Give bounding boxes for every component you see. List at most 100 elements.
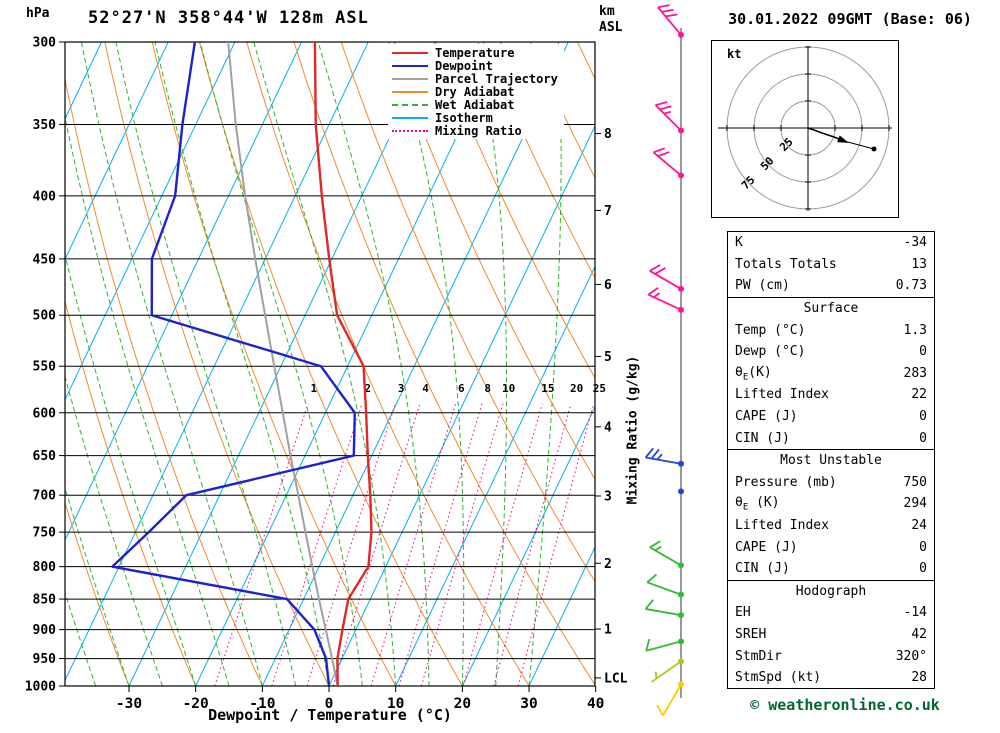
stats-section-title: Hodograph <box>795 583 867 599</box>
stats-label: CIN (J) <box>735 561 790 577</box>
storm-motion-marker <box>871 146 877 152</box>
hodograph-panel: 25 50 75 <box>711 40 899 218</box>
wind-barb-staff <box>662 683 682 717</box>
skewt-plot: 1 2 3 4 6 8 10 15 20 2530035040045050055060065070… <box>25 4 684 717</box>
wind-barb-base <box>678 488 684 495</box>
stats-label: PW (cm) <box>735 278 790 294</box>
temperature-curve <box>313 42 373 686</box>
pressure-tick-label: 500 <box>33 309 57 324</box>
mixing-ratio-value-label: 10 <box>502 382 515 395</box>
km-tick-label: 6 <box>604 278 612 293</box>
stats-value: 13 <box>911 256 927 272</box>
stats-label: Lifted Index <box>735 518 829 534</box>
stats-label: StmSpd (kt) <box>735 670 822 686</box>
legend-item: Parcel Trajectory <box>392 71 558 86</box>
stats-label: Temp (°C) <box>735 322 806 338</box>
legend-label: Dewpoint <box>435 58 493 73</box>
mixing-ratio-value-label: 4 <box>422 382 429 395</box>
legend-label: Mixing Ratio <box>435 123 522 138</box>
mixing-ratio-value-label: 8 <box>484 382 491 395</box>
legend-line-swatch <box>392 116 428 119</box>
stats-section: Most Unstable Pressure (mb) 750 θE (K) 294 Li… <box>728 448 934 580</box>
datetime-title: 30.01.2022 09GMT (Base: 06) <box>728 10 972 28</box>
legend-line-swatch <box>392 77 428 80</box>
temp-tick-label: 40 <box>587 696 604 712</box>
stats-label: θE (K) <box>735 495 780 513</box>
plot-border <box>64 41 596 687</box>
wind-barb-staff <box>645 456 682 465</box>
legend-label: Dry Adiabat <box>435 84 515 99</box>
legend-label: Parcel Trajectory <box>435 71 558 86</box>
mixing-ratio-value-label: 6 <box>458 382 465 395</box>
km-tick-label: 7 <box>604 204 612 219</box>
stats-row: Dewp (°C) 0 <box>728 341 934 363</box>
km-tick-label: 4 <box>604 420 612 435</box>
stats-row: CIN (J) 0 <box>728 427 934 449</box>
legend-item: Dry Adiabat <box>392 84 558 99</box>
km-axis-unit-line2: ASL <box>599 20 623 35</box>
wind-barb-staff <box>654 104 682 132</box>
stats-value: 0.73 <box>895 278 927 294</box>
hodograph-ring-label: 25 <box>777 135 796 154</box>
legend-label: Wet Adiabat <box>435 97 515 112</box>
stats-row: CAPE (J) 0 <box>728 406 934 428</box>
stats-label: CIN (J) <box>735 430 790 446</box>
stats-row: Temp (°C) 1.3 <box>728 319 934 341</box>
stats-row: θE(K) 283 <box>728 363 934 385</box>
stats-section: Surface Temp (°C) 1.3 Dewp (°C) 0 θE(K) 283 Lif… <box>728 296 934 449</box>
km-tick-label: 8 <box>604 127 612 142</box>
km-axis-unit-line1: km <box>599 4 615 19</box>
pressure-tick-label: 400 <box>33 189 57 204</box>
legend-line-swatch <box>392 129 428 132</box>
stats-row: EH -14 <box>728 602 934 624</box>
stats-row: StmSpd (kt) 28 <box>728 667 934 689</box>
temperature-axis-label: Dewpoint / Temperature (°C) <box>208 706 452 724</box>
wind-barb-staff <box>657 6 682 36</box>
stats-row: Pressure (mb) 750 <box>728 472 934 494</box>
pressure-tick-label: 550 <box>33 360 57 375</box>
legend-item: Temperature <box>392 46 558 60</box>
wind-barb-staff <box>647 293 682 311</box>
stats-section: K -34 Totals Totals 13 PW (cm) 0.73 <box>728 232 934 297</box>
stats-label: StmDir <box>735 648 782 664</box>
stats-label: EH <box>735 605 751 621</box>
temp-tick-label: 10 <box>387 696 404 712</box>
stats-row: θE (K) 294 <box>728 493 934 515</box>
legend-line-swatch <box>392 90 428 93</box>
legend-line-swatch <box>392 103 428 106</box>
mixing-ratio-value-label: 25 <box>593 382 606 395</box>
stats-section-title: Most Unstable <box>780 452 882 468</box>
wind-barb-staff <box>649 270 682 290</box>
stats-row: CIN (J) 0 <box>728 558 934 580</box>
stats-row: SREH 42 <box>728 624 934 646</box>
parcel-trajectory-curve <box>227 42 339 686</box>
mixing-ratio-value-label: 1 <box>310 382 317 395</box>
stats-row: K -34 <box>728 232 934 254</box>
legend-item: Dewpoint <box>392 58 558 73</box>
legend-line-swatch <box>392 64 428 67</box>
stats-row: Lifted Index 24 <box>728 515 934 537</box>
stats-section-title: Surface <box>803 300 859 316</box>
stats-value: 42 <box>911 626 927 642</box>
stats-value: 22 <box>911 387 927 403</box>
stats-label: Lifted Index <box>735 387 829 403</box>
stats-label: Pressure (mb) <box>735 474 837 490</box>
stats-value: 0 <box>919 409 927 425</box>
wind-barb-staff <box>645 640 682 652</box>
wind-barb-staff <box>652 151 682 177</box>
wind-barb-staff <box>645 608 682 617</box>
pressure-tick-label: 1000 <box>25 680 56 695</box>
lcl-label: LCL <box>604 671 628 686</box>
mixing-ratio-axis-label: Mixing Ratio (g/kg) <box>625 355 641 505</box>
legend-item: Isotherm <box>392 111 558 125</box>
legend-item: Wet Adiabat <box>392 97 558 112</box>
pressure-tick-label: 750 <box>33 526 57 541</box>
stats-value: -34 <box>903 235 927 251</box>
stats-row: PW (cm) 0.73 <box>728 275 934 297</box>
stats-label: SREH <box>735 626 767 642</box>
stats-value: 283 <box>903 365 927 381</box>
stats-label: CAPE (J) <box>735 539 798 555</box>
stats-value: 0 <box>919 344 927 360</box>
